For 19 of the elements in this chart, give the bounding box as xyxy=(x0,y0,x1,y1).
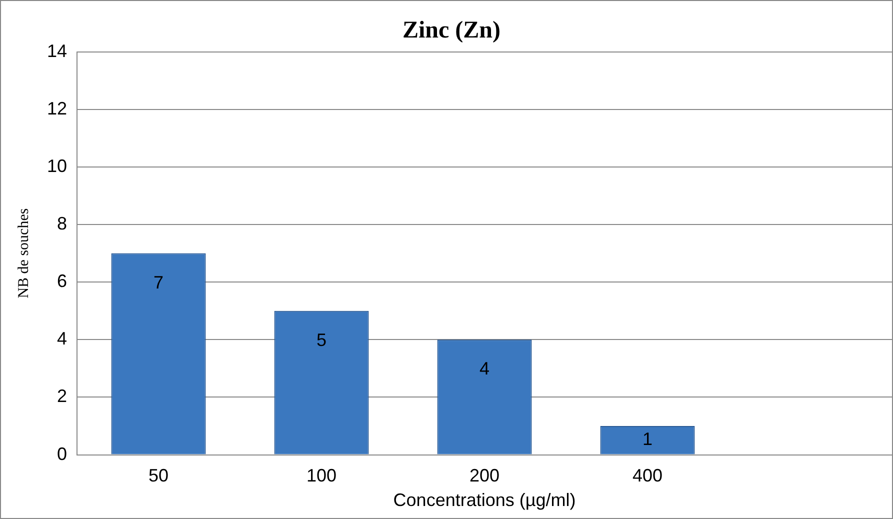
data-label: 4 xyxy=(480,358,490,379)
y-tick-label: 14 xyxy=(46,40,68,61)
y-tick-label: 2 xyxy=(57,386,68,406)
data-label: 7 xyxy=(154,272,164,292)
x-tick-label: 50 xyxy=(148,466,169,486)
data-label: 5 xyxy=(316,330,327,350)
y-tick-label: 6 xyxy=(57,271,68,292)
y-axis-title: NB de souches xyxy=(16,208,32,298)
data-label: 1 xyxy=(642,429,653,450)
x-tick-label: 400 xyxy=(632,466,663,486)
y-tick-label: 0 xyxy=(57,444,68,464)
x-axis-title: Concentrations (µg/ml) xyxy=(393,490,576,510)
chart-title: Zinc (Zn) xyxy=(402,18,501,44)
x-tick-label: 100 xyxy=(306,466,337,486)
y-tick-label: 4 xyxy=(57,328,68,349)
x-tick-label: 200 xyxy=(469,466,500,486)
y-tick-label: 10 xyxy=(46,156,68,176)
y-tick-label: 12 xyxy=(46,98,68,118)
y-tick-label: 8 xyxy=(57,213,68,234)
